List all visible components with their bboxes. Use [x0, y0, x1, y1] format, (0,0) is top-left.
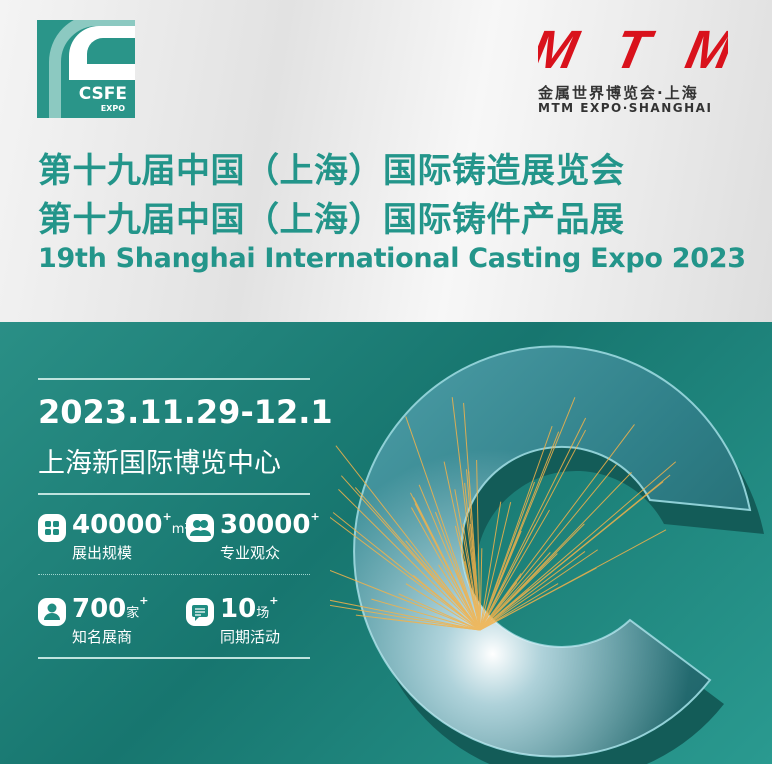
spark [479, 548, 483, 631]
stat-label: 知名展商 [72, 628, 133, 646]
spark [479, 464, 617, 631]
spark [455, 569, 481, 631]
spark [479, 551, 586, 631]
spark [479, 529, 667, 631]
logo-subtext: EXPO [100, 104, 125, 113]
spark [479, 501, 502, 631]
spark [464, 561, 481, 631]
divider [38, 493, 310, 495]
stat-label: 展出规模 [72, 544, 133, 562]
spark [451, 397, 481, 631]
spark [410, 507, 481, 631]
title-en: 19th Shanghai International Casting Expo… [38, 243, 746, 274]
spark [479, 588, 530, 631]
event-venue: 上海新国际博览中心 [38, 448, 281, 479]
spark [479, 524, 536, 631]
spark [479, 582, 518, 631]
spark [340, 475, 481, 631]
logo-text: CSFE [78, 84, 127, 104]
spark [355, 614, 481, 631]
spark [479, 549, 598, 631]
spark [479, 509, 550, 631]
spark [335, 445, 481, 631]
dotted-divider [38, 574, 310, 575]
spark [476, 459, 481, 631]
spark [398, 593, 481, 631]
stat-label: 同期活动 [220, 628, 281, 646]
spark [409, 492, 481, 631]
mtm-cn-name: 金属世界博览会·上海 [538, 84, 699, 102]
spark [479, 502, 512, 631]
stat-value: 700 [72, 594, 127, 624]
spark [479, 397, 576, 631]
mtm-en-name: MTM EXPO·SHANGHAI [538, 101, 713, 115]
title-cn-1: 第十九届中国（上海）国际铸造展览会 [38, 151, 625, 191]
event-date: 2023.11.29-12.1 [38, 393, 333, 431]
stat-value: 40000 [72, 510, 163, 540]
divider [38, 378, 310, 380]
user-icon [38, 598, 66, 626]
stat-label: 专业观众 [220, 544, 281, 562]
spark [479, 552, 551, 631]
divider [38, 657, 310, 659]
spark [330, 604, 481, 631]
spark [479, 461, 677, 631]
spark [330, 569, 481, 631]
spark [479, 417, 587, 631]
mtm-logo: MTM [538, 22, 728, 72]
spark [330, 516, 481, 631]
spark [479, 481, 535, 631]
spark [463, 402, 481, 631]
spark [330, 599, 481, 631]
csfe-logo: CSFE EXPO [37, 20, 135, 118]
spark [338, 488, 481, 631]
users-icon [186, 514, 214, 542]
spark [438, 564, 481, 631]
spark [454, 489, 481, 631]
chat-icon [186, 598, 214, 626]
spark [479, 472, 632, 631]
spark [371, 598, 481, 631]
grid-icon [38, 514, 66, 542]
stat-value: 30000 [220, 510, 311, 540]
stat-value: 10 [220, 594, 257, 624]
spark [332, 512, 481, 631]
spark [479, 583, 559, 631]
spark [405, 416, 481, 631]
spark [405, 583, 481, 631]
svg-text:MTM: MTM [538, 22, 728, 72]
casting-c-graphic [330, 345, 764, 764]
title-cn-2: 第十九届中国（上海）国际铸件产品展 [38, 200, 625, 240]
